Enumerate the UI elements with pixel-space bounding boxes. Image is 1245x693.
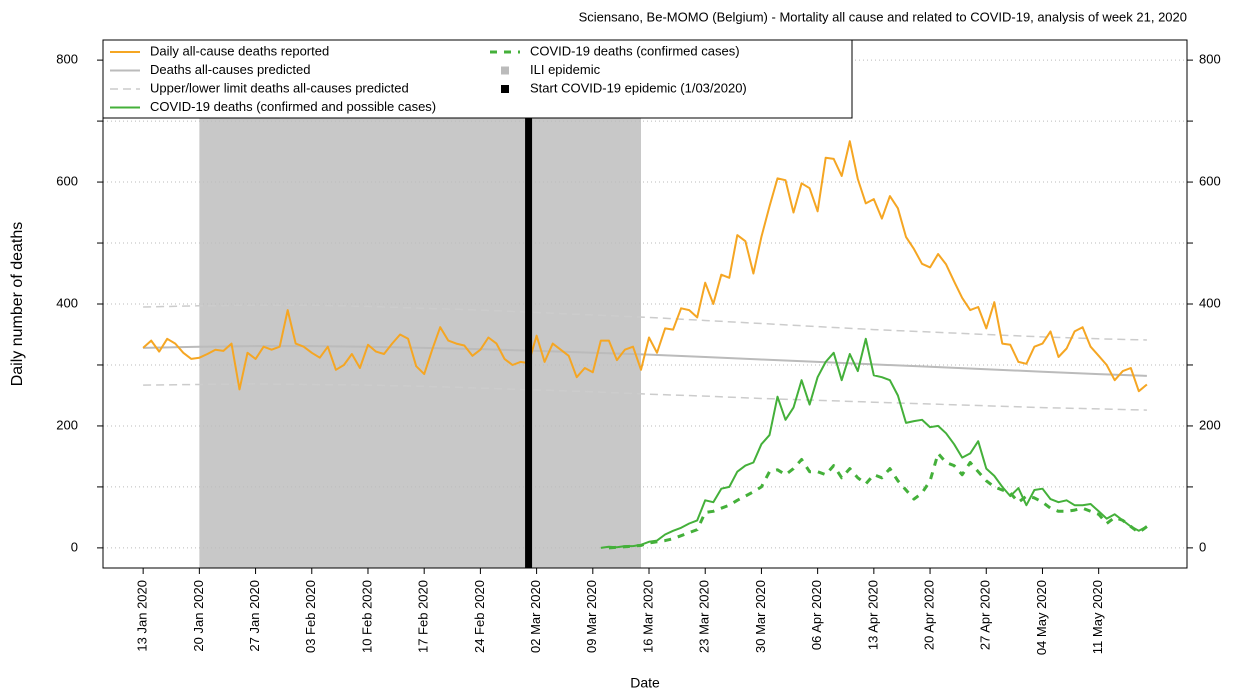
legend-swatch bbox=[501, 66, 509, 75]
legend-label: Start COVID-19 epidemic (1/03/2020) bbox=[530, 80, 747, 95]
series-line bbox=[142, 140, 1148, 393]
x-tick-label: 06 Apr 2020 bbox=[809, 580, 824, 650]
y-tick-label: 600 bbox=[56, 173, 78, 188]
x-axis-label: Date bbox=[630, 675, 660, 691]
y-axis-label: Daily number of deaths bbox=[9, 222, 26, 387]
x-tick-label: 13 Apr 2020 bbox=[865, 580, 880, 650]
x-tick-label: 03 Feb 2020 bbox=[303, 580, 318, 653]
series-line bbox=[143, 345, 1147, 377]
chart-title: Sciensano, Be-MOMO (Belgium) - Mortality… bbox=[579, 9, 1187, 24]
legend-label: Deaths all-causes predicted bbox=[150, 62, 310, 77]
legend-label: Daily all-cause deaths reported bbox=[150, 43, 329, 58]
legend-label: Upper/lower limit deaths all-causes pred… bbox=[150, 80, 409, 95]
y-tick-label: 800 bbox=[56, 52, 78, 67]
x-tick-label: 09 Mar 2020 bbox=[584, 580, 599, 653]
x-tick-label: 20 Apr 2020 bbox=[921, 580, 936, 650]
series-line bbox=[608, 451, 1148, 550]
x-tick-label: 20 Jan 2020 bbox=[191, 580, 206, 652]
legend-swatch bbox=[501, 85, 509, 93]
legend-label: COVID-19 deaths (confirmed and possible … bbox=[150, 99, 436, 114]
legend-label: COVID-19 deaths (confirmed cases) bbox=[530, 43, 740, 58]
y2-tick-label: 800 bbox=[1199, 52, 1221, 67]
y2-tick-label: 600 bbox=[1199, 173, 1221, 188]
x-tick-label: 04 May 2020 bbox=[1034, 580, 1049, 655]
x-tick-label: 11 May 2020 bbox=[1090, 580, 1105, 654]
legend-box bbox=[102, 39, 853, 119]
y2-tick-label: 200 bbox=[1199, 417, 1221, 432]
x-tick-label: 30 Mar 2020 bbox=[753, 580, 768, 653]
series-line bbox=[600, 337, 1148, 549]
x-tick-label: 16 Mar 2020 bbox=[640, 580, 655, 653]
ili-epidemic-band bbox=[199, 40, 641, 568]
x-tick-label: 24 Feb 2020 bbox=[472, 580, 487, 653]
y-tick-label: 400 bbox=[56, 295, 78, 310]
legend-label: ILI epidemic bbox=[530, 62, 601, 77]
y2-tick-label: 400 bbox=[1199, 295, 1221, 310]
y-tick-label: 200 bbox=[56, 417, 78, 432]
x-tick-label: 02 Mar 2020 bbox=[528, 580, 543, 653]
y2-tick-label: 0 bbox=[1199, 539, 1206, 554]
x-tick-label: 17 Feb 2020 bbox=[416, 580, 431, 653]
x-tick-label: 27 Jan 2020 bbox=[247, 580, 262, 652]
y-tick-label: 0 bbox=[71, 539, 78, 554]
x-tick-label: 23 Mar 2020 bbox=[697, 580, 712, 653]
x-tick-label: 10 Feb 2020 bbox=[359, 580, 374, 653]
x-tick-label: 13 Jan 2020 bbox=[135, 580, 150, 652]
x-tick-label: 27 Apr 2020 bbox=[978, 580, 993, 650]
